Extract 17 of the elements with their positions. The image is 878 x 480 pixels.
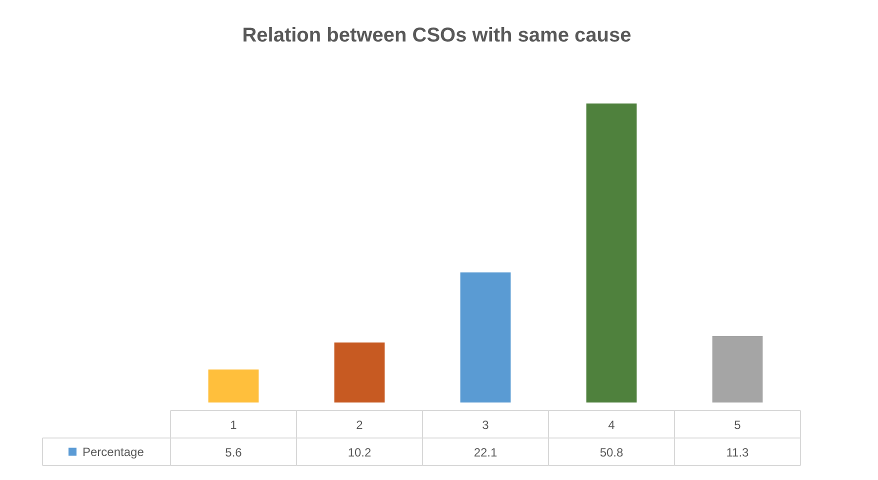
legend-label: Percentage	[82, 444, 144, 459]
data-label: 11.3	[726, 445, 750, 460]
bar	[334, 342, 385, 402]
x-tick-label: 2	[356, 418, 364, 432]
bar	[712, 336, 763, 402]
bar	[208, 370, 259, 402]
x-tick-label: 3	[482, 418, 490, 432]
x-tick-label: 4	[608, 418, 616, 432]
bar	[460, 272, 511, 402]
bar	[586, 104, 637, 402]
data-label: 5.6	[225, 445, 242, 460]
data-label: 10.2	[348, 445, 372, 460]
x-tick-label: 1	[230, 418, 238, 432]
chart-title: Relation between CSOs with same cause	[242, 24, 632, 46]
data-label: 22.1	[474, 445, 498, 460]
x-tick-label: 5	[734, 418, 742, 432]
data-label: 50.8	[600, 445, 624, 460]
